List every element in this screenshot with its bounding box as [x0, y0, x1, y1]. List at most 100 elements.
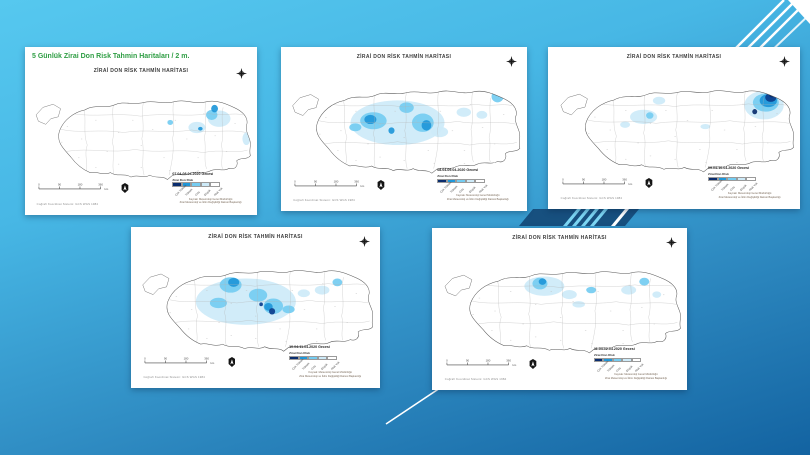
- legend-category-label: Düşük: [468, 185, 477, 194]
- legend-swatch: [622, 357, 632, 363]
- legend-swatch: [446, 178, 457, 184]
- legend-category-label: Orta: [193, 190, 201, 198]
- forecast-date-label: 08.04-09.04.2020 Gecesi: [437, 168, 479, 173]
- north-arrow-icon: [529, 359, 537, 369]
- north-arrow-icon: [228, 357, 235, 368]
- legend-category-label: Çok Yüksek: [439, 180, 453, 194]
- legend-swatch: [708, 176, 718, 182]
- north-arrow-icon: [377, 179, 385, 190]
- map-panel-day4: ZİRAİ DON RİSK TAHMİN HARİTASI 10.04-11.…: [131, 227, 380, 388]
- legend-swatch: [200, 182, 211, 187]
- legend-swatch: [456, 178, 466, 184]
- legend-source-line: Zirai Meteoroloji ve İklim Değişikliği D…: [446, 197, 509, 201]
- legend-category-label: Düşük: [624, 364, 634, 373]
- svg-text:km: km: [104, 187, 108, 191]
- map-legend: 07.04-08.04.2020 Gecesi Zirai Don Risk Ç…: [172, 172, 249, 205]
- svg-text:90: 90: [164, 357, 168, 361]
- map-legend: 11.04-12.04.2020 Gecesi Zirai Don Risk Ç…: [593, 347, 678, 380]
- turkey-frost-map: [36, 100, 251, 180]
- datum-note: Coğrafi Koordinat Sistemi: GCS WGS 1984: [36, 201, 99, 206]
- svg-text:180: 180: [334, 179, 339, 183]
- turkey-frost-map: [142, 269, 374, 352]
- diagonal-band-decoration: [519, 209, 639, 226]
- legend-swatch: [317, 355, 328, 361]
- map-legend: 09.04-10.04.2020 Gecesi Zirai Don Risk Ç…: [708, 166, 791, 199]
- legend-source-line: Zirai Meteoroloji ve İklim Değişikliği D…: [179, 201, 242, 205]
- legend-swatch: [308, 355, 318, 361]
- legend-categories: Çok Yüksek Yüksek Orta Düşük Risk Yok: [710, 178, 791, 192]
- legend-category-label: Çok Yüksek: [710, 178, 724, 192]
- svg-text:90: 90: [57, 183, 61, 187]
- legend-category-label: Orta: [310, 363, 318, 371]
- map-panel-day5: ZİRAİ DON RİSK TAHMİN HARİTASI 11.04-12.…: [432, 228, 687, 390]
- svg-text:360: 360: [506, 358, 511, 362]
- legend-category-label: Çok Yüksek: [174, 183, 188, 198]
- turkey-frost-map: [292, 90, 521, 174]
- legend-category-label: Yüksek: [300, 361, 311, 371]
- legend-category-label: Risk Yok: [748, 181, 759, 192]
- legend-source-line: Zirai Meteoroloji ve İklim Değişikliği D…: [605, 376, 667, 380]
- compass-rose-icon: [236, 68, 247, 79]
- legend-category-label: Risk Yok: [329, 360, 340, 371]
- forecast-date-label: 07.04-08.04.2020 Gecesi: [172, 171, 214, 176]
- compass-rose-icon: [506, 56, 517, 67]
- legend-swatch: [603, 357, 613, 363]
- compass-rose-icon: [359, 236, 370, 247]
- legend-swatch: [327, 355, 337, 361]
- legend-source-line: Kaynak: Meteoroloji Genel Müdürlüğü: [188, 197, 233, 201]
- legend-swatch: [191, 182, 201, 187]
- map-title: ZİRAİ DON RİSK TAHMİN HARİTASI: [626, 54, 722, 60]
- svg-text:0: 0: [294, 179, 296, 183]
- svg-text:0: 0: [38, 183, 40, 187]
- datum-note: Coğrafi Koordinat Sistemi: GCS WGS 1984: [293, 197, 355, 202]
- svg-text:0: 0: [145, 357, 147, 361]
- legend-swatches: [593, 357, 678, 363]
- datum-note: Coğrafi Koordinat Sistemi: GCS WGS 1984: [143, 375, 206, 380]
- svg-text:90: 90: [581, 177, 585, 181]
- svg-text:360: 360: [98, 183, 103, 187]
- legend-category-label: Düşük: [738, 183, 748, 192]
- svg-text:180: 180: [485, 358, 490, 362]
- compass-rose-icon: [666, 237, 677, 248]
- datum-note: Coğrafi Koordinat Sistemi: GCS WGS 1984: [560, 196, 623, 201]
- legend-source-line: Kaynak: Meteoroloji Genel Müdürlüğü: [727, 192, 772, 196]
- svg-text:180: 180: [77, 183, 82, 187]
- legend-swatch: [298, 355, 309, 361]
- legend-category-label: Yüksek: [183, 187, 194, 198]
- map-legend: 08.04-09.04.2020 Gecesi Zirai Don Risk Ç…: [437, 168, 518, 201]
- legend-swatch: [172, 182, 182, 187]
- legend-swatch: [437, 178, 447, 184]
- legend-categories: Çok Yüksek Yüksek Orta Düşük Risk Yok: [291, 357, 371, 371]
- scale-bar: 0 90 180 360 km: [561, 176, 653, 188]
- legend-category-label: Yüksek: [448, 184, 459, 194]
- svg-text:km: km: [628, 182, 632, 186]
- forecast-date-label: 10.04-11.04.2020 Gecesi: [289, 345, 330, 350]
- map-title: ZİRAİ DON RİSK TAHMİN HARİTASI: [356, 54, 452, 60]
- svg-text:180: 180: [601, 177, 606, 181]
- legend-source-line: Zirai Meteoroloji ve İklim Değişikliği D…: [299, 374, 362, 378]
- map-panel-day3: ZİRAİ DON RİSK TAHMİN HARİTASI 09.04-10.…: [548, 47, 800, 209]
- svg-text:90: 90: [314, 179, 318, 183]
- legend-swatch: [289, 355, 299, 361]
- legend-swatch: [593, 357, 604, 363]
- compass-rose-icon: [779, 56, 790, 67]
- legend-category-label: Risk Yok: [212, 186, 224, 198]
- legend-swatch: [746, 176, 756, 182]
- legend-swatches: [172, 182, 249, 187]
- north-arrow-icon: [645, 178, 653, 188]
- map-title: ZİRAİ DON RİSK TAHMİN HARİTASI: [512, 235, 607, 241]
- legend-swatch: [465, 178, 476, 184]
- svg-text:km: km: [211, 361, 215, 365]
- svg-text:180: 180: [184, 357, 189, 361]
- map-title: ZİRAİ DON RİSK TAHMİN HARİTASI: [208, 234, 303, 240]
- legend-category-label: Risk Yok: [634, 362, 645, 373]
- legend-category-label: Risk Yok: [477, 183, 489, 194]
- svg-text:km: km: [512, 363, 516, 367]
- legend-swatch: [181, 182, 192, 187]
- datum-note: Coğrafi Koordinat Sistemi: GCS WGS 1984: [444, 377, 507, 382]
- legend-swatch: [736, 176, 747, 182]
